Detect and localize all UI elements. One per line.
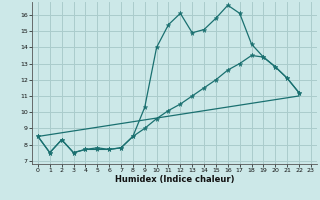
X-axis label: Humidex (Indice chaleur): Humidex (Indice chaleur) xyxy=(115,175,234,184)
